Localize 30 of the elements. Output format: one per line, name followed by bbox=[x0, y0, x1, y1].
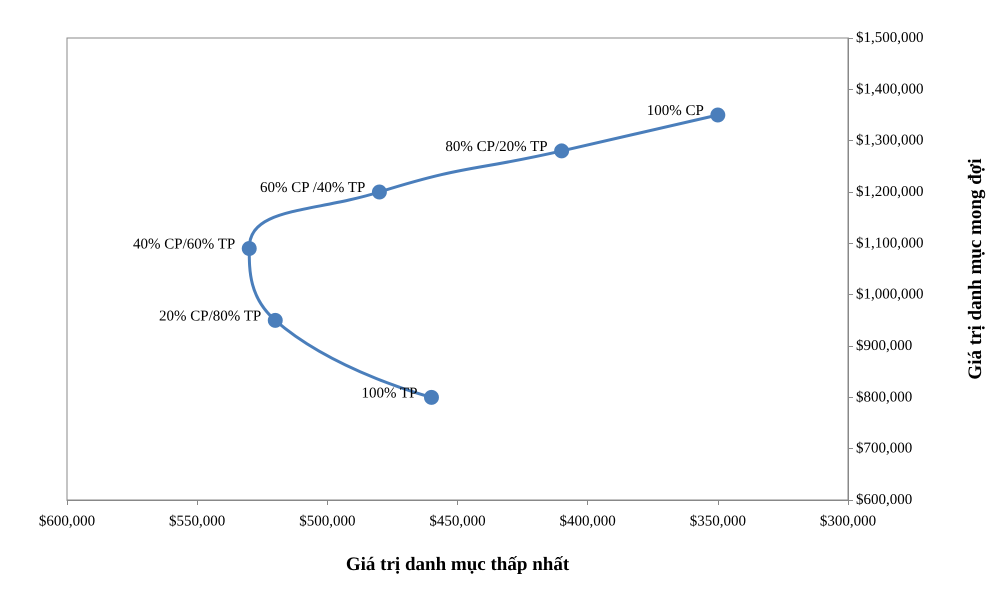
y-tick-label: $1,000,000 bbox=[856, 286, 924, 303]
annotation: 40% CP/60% TP bbox=[132, 236, 236, 252]
x-tick-label: $450,000 bbox=[429, 514, 486, 530]
y-tick-label: $1,300,000 bbox=[856, 132, 924, 149]
point bbox=[268, 312, 283, 328]
y-tick-label: $900,000 bbox=[856, 338, 912, 354]
annotation: 80% CP/20% TP bbox=[445, 138, 548, 155]
x-tick-label: $500,000 bbox=[299, 514, 356, 530]
y-tick-label: $1,400,000 bbox=[856, 81, 924, 98]
point bbox=[710, 108, 726, 122]
y-tick-label: $600,000 bbox=[856, 492, 912, 508]
x-tick-label: $300,000 bbox=[820, 514, 876, 530]
y-axis-title: Giá trị danh mục mong đợi bbox=[965, 158, 986, 380]
y-tick-label: $800,000 bbox=[856, 389, 912, 406]
point bbox=[372, 184, 387, 200]
y-tick-label: $1,500,000 bbox=[856, 30, 924, 46]
y-tick-label: $1,100,000 bbox=[856, 235, 924, 252]
x-tick-label: $400,000 bbox=[560, 514, 616, 530]
x-tick-label: $550,000 bbox=[169, 514, 226, 530]
x-tick-label: $350,000 bbox=[690, 514, 746, 530]
x-axis-title: Giá trị danh mục thấp nhất bbox=[346, 554, 570, 575]
point bbox=[554, 143, 570, 158]
annotation: 60% CP /40% TP bbox=[260, 180, 366, 196]
y-tick-label: $1,200,000 bbox=[856, 184, 924, 200]
annotation: 100% CP bbox=[646, 103, 704, 119]
x-tick-label: $600,000 bbox=[38, 514, 96, 530]
point bbox=[242, 240, 257, 256]
annotation: 20% CP/80% TP bbox=[159, 308, 262, 324]
y-tick-label: $700,000 bbox=[856, 440, 912, 457]
point bbox=[424, 390, 439, 405]
